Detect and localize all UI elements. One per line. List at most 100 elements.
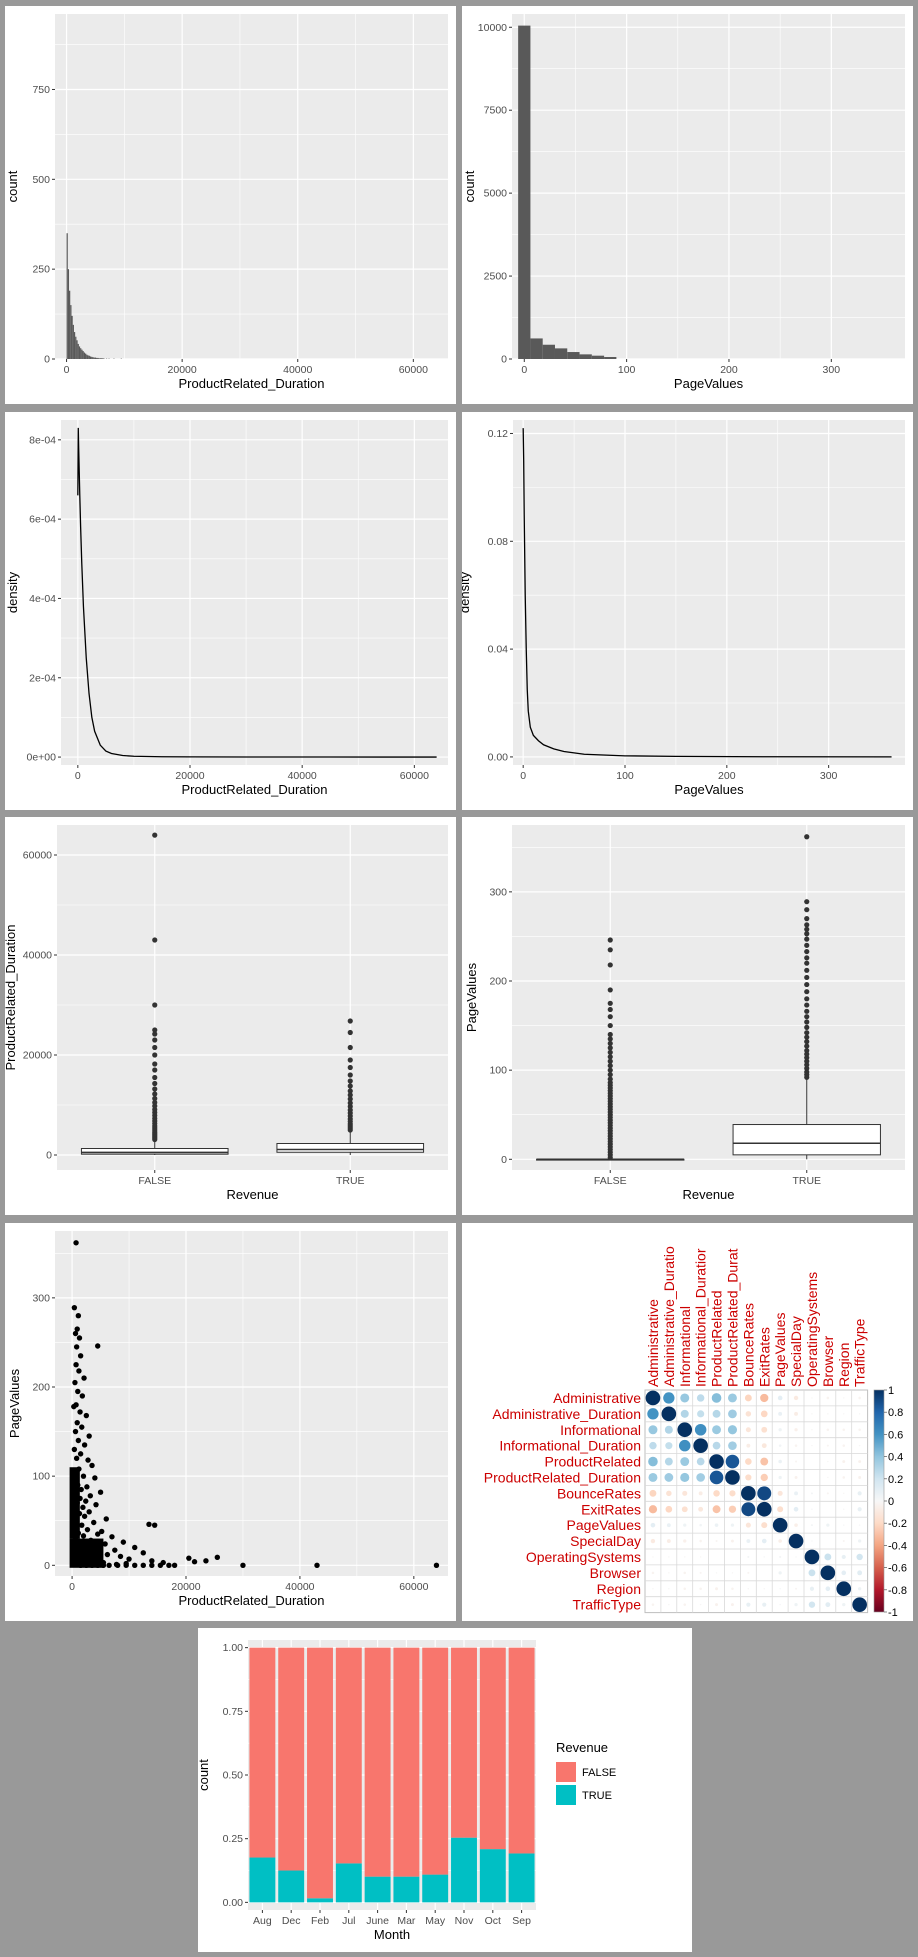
correlation-circle (858, 1428, 861, 1432)
correlation-circle (677, 1422, 693, 1438)
scatter-point (77, 1540, 84, 1546)
scatter-point (75, 1482, 81, 1488)
correlation-circle (756, 1501, 772, 1517)
outlier-point (152, 1044, 158, 1051)
correlation-circle (665, 1505, 673, 1513)
x-tick-label: 60000 (399, 1581, 428, 1593)
bar-true-dec (278, 1870, 305, 1903)
histogram-bar (102, 358, 104, 359)
colorbar-label: -0.6 (888, 1563, 907, 1575)
scatter-point (71, 1403, 77, 1410)
bar-false-june (364, 1647, 391, 1877)
histogram-bar (92, 357, 94, 359)
scatter-point (79, 1424, 85, 1430)
correlation-circle (827, 1413, 829, 1415)
correlation-circle (858, 1444, 861, 1447)
row-label: Administrative_Duration (492, 1406, 641, 1422)
y-tick-label: 300 (489, 886, 507, 898)
correlation-circle (836, 1581, 852, 1597)
y-tick-label: 2500 (484, 271, 508, 283)
x-tick-label: 0 (75, 770, 81, 782)
scatter-point (74, 1419, 80, 1426)
outlier-point (804, 834, 810, 840)
correlation-circle (746, 1602, 751, 1607)
outlier-point (804, 1065, 810, 1071)
bar-false-oct (479, 1647, 506, 1850)
scatter-point (73, 1518, 80, 1524)
outlier-point (804, 1014, 810, 1020)
panel-boxplot-page-values: FALSE TRUE 0 100 200 300 Revenue PageValues (462, 817, 913, 1215)
correlation-circle (649, 1489, 657, 1497)
outlier-point (347, 1044, 353, 1051)
outlier-point (804, 974, 810, 981)
y-tick-label: 0 (46, 1150, 52, 1162)
correlation-circle (842, 1444, 846, 1447)
correlation-circle (810, 1492, 813, 1495)
correlation-circle (760, 1473, 768, 1482)
correlation-circle (680, 1472, 690, 1483)
correlation-circle (728, 1409, 737, 1419)
scatter-point (75, 1312, 82, 1319)
correlation-circle (808, 1569, 816, 1577)
correlation-circle (842, 1428, 846, 1432)
scatter-point (82, 1552, 88, 1559)
grid-lines (57, 854, 448, 1156)
histogram-bar (579, 354, 592, 359)
correlation-circle (794, 1411, 798, 1416)
correlation-circle (684, 1556, 686, 1558)
outlier-point (804, 955, 810, 961)
correlation-circle (777, 1395, 783, 1401)
y-tick-label: 200 (32, 1382, 50, 1394)
plot-background (512, 14, 905, 359)
y-tick-label: 8e-04 (29, 434, 56, 446)
histogram-bar (77, 343, 79, 359)
correlation-circle (858, 1475, 862, 1479)
correlation-circle (645, 1390, 661, 1406)
correlation-circle (746, 1539, 751, 1543)
histogram-bars (66, 233, 122, 359)
correlation-circle (825, 1586, 831, 1592)
correlation-circle (712, 1409, 721, 1418)
grid-lines (512, 846, 905, 1160)
histogram-bar (67, 269, 70, 359)
y-axis-title: density (5, 571, 20, 613)
outlier-point (804, 907, 810, 913)
scatter-point (76, 1368, 82, 1374)
x-tick-label: 100 (616, 770, 634, 782)
plot-background (55, 1231, 448, 1576)
x-axis-title: Revenue (682, 1187, 734, 1202)
correlation-circle (811, 1413, 813, 1415)
outlier-point (607, 1058, 613, 1064)
x-tick-label: FALSE (594, 1175, 627, 1187)
bar-true-jul (335, 1863, 362, 1903)
bar-true-aug (249, 1857, 276, 1903)
column-label: SpecialDay (788, 1316, 804, 1387)
y-tick-label: 0.00 (488, 751, 509, 763)
y-tick-label: 200 (489, 976, 507, 988)
outlier-point (804, 926, 810, 932)
correlation-circle (826, 1523, 830, 1527)
y-tick-label: 250 (32, 264, 50, 276)
y-tick-label: 0 (44, 1560, 50, 1572)
bar-false-jul (335, 1647, 362, 1864)
bar-false-feb (307, 1647, 333, 1899)
correlation-circle (857, 1570, 863, 1576)
correlation-circle (683, 1571, 687, 1575)
row-label: SpecialDay (570, 1533, 641, 1549)
correlation-circle (694, 1423, 707, 1436)
row-label: BounceRates (557, 1485, 641, 1501)
correlation-circle (699, 1603, 702, 1606)
outlier-point (804, 942, 810, 948)
column-label: Region (836, 1343, 852, 1387)
correlation-circle (681, 1506, 688, 1513)
y-tick-label: 750 (32, 84, 50, 96)
panel-scatter: 0 100 200 300 0 20000 40000 60000 ProductRelated… (5, 1223, 456, 1621)
plot-background (57, 825, 448, 1170)
colorbar (873, 1389, 885, 1613)
correlation-circle (680, 1409, 689, 1418)
correlation-circle (725, 1470, 740, 1485)
y-tick-label: 300 (32, 1292, 50, 1304)
scatter-point (95, 1531, 101, 1537)
correlation-circle (842, 1460, 846, 1464)
correlation-circle (666, 1539, 671, 1543)
